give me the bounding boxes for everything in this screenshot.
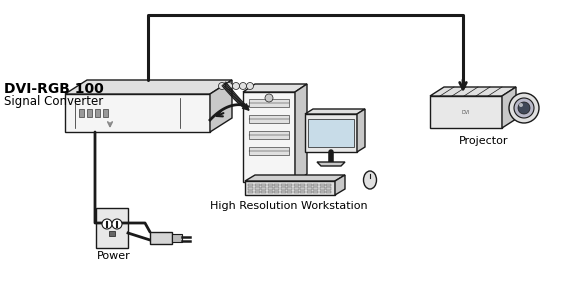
Bar: [287, 184, 292, 186]
Bar: [249, 147, 289, 155]
Bar: [249, 115, 289, 123]
Bar: [313, 187, 318, 190]
Bar: [320, 190, 324, 193]
Circle shape: [102, 219, 112, 229]
Bar: [79, 109, 84, 117]
Bar: [249, 99, 289, 107]
Circle shape: [226, 82, 233, 89]
Bar: [287, 187, 292, 190]
Polygon shape: [210, 80, 232, 132]
Bar: [87, 109, 92, 117]
Bar: [287, 190, 292, 193]
Bar: [261, 184, 266, 186]
Bar: [172, 234, 182, 242]
Bar: [326, 184, 331, 186]
Polygon shape: [502, 87, 516, 128]
Bar: [300, 184, 305, 186]
Bar: [261, 187, 266, 190]
Bar: [274, 190, 279, 193]
Bar: [308, 119, 354, 147]
Bar: [274, 184, 279, 186]
Bar: [267, 190, 272, 193]
Circle shape: [509, 93, 539, 123]
Text: Power: Power: [97, 251, 131, 261]
Text: DVI: DVI: [462, 110, 470, 115]
Bar: [267, 187, 272, 190]
Polygon shape: [357, 109, 365, 152]
Bar: [313, 184, 318, 186]
Bar: [254, 184, 259, 186]
Circle shape: [112, 219, 122, 229]
Polygon shape: [295, 84, 307, 182]
Polygon shape: [245, 175, 345, 181]
Circle shape: [218, 82, 226, 89]
Bar: [150, 232, 172, 244]
Polygon shape: [65, 94, 210, 132]
Bar: [103, 109, 108, 117]
Circle shape: [239, 82, 246, 89]
Text: Projector: Projector: [459, 136, 509, 146]
Circle shape: [518, 102, 530, 114]
Bar: [249, 131, 289, 139]
Circle shape: [265, 94, 273, 102]
Polygon shape: [65, 80, 232, 94]
Bar: [320, 184, 324, 186]
Bar: [248, 187, 253, 190]
Bar: [294, 184, 299, 186]
Bar: [300, 190, 305, 193]
Bar: [300, 187, 305, 190]
Bar: [248, 184, 253, 186]
Circle shape: [519, 103, 523, 107]
Ellipse shape: [364, 171, 377, 189]
Bar: [274, 187, 279, 190]
Bar: [294, 190, 299, 193]
Bar: [313, 190, 318, 193]
Polygon shape: [243, 84, 307, 92]
Circle shape: [246, 82, 254, 89]
Bar: [96, 208, 128, 248]
Polygon shape: [305, 114, 357, 152]
Polygon shape: [430, 87, 516, 96]
Circle shape: [514, 98, 534, 118]
Bar: [254, 190, 259, 193]
Text: Signal Converter: Signal Converter: [4, 95, 103, 108]
Polygon shape: [430, 96, 502, 128]
Bar: [248, 190, 253, 193]
Polygon shape: [305, 109, 365, 114]
Bar: [307, 187, 311, 190]
Bar: [307, 184, 311, 186]
Bar: [294, 187, 299, 190]
Bar: [109, 231, 115, 236]
Bar: [95, 109, 100, 117]
Text: DVI-RGB 100: DVI-RGB 100: [4, 82, 104, 96]
Bar: [261, 190, 266, 193]
Bar: [320, 187, 324, 190]
Bar: [254, 187, 259, 190]
Bar: [326, 187, 331, 190]
Bar: [280, 187, 286, 190]
Polygon shape: [317, 162, 345, 166]
Bar: [280, 184, 286, 186]
Circle shape: [233, 82, 239, 89]
Bar: [280, 190, 286, 193]
Polygon shape: [245, 181, 335, 195]
Polygon shape: [243, 92, 295, 182]
Polygon shape: [335, 175, 345, 195]
Bar: [326, 190, 331, 193]
Text: High Resolution Workstation: High Resolution Workstation: [210, 201, 368, 211]
Bar: [307, 190, 311, 193]
Bar: [267, 184, 272, 186]
